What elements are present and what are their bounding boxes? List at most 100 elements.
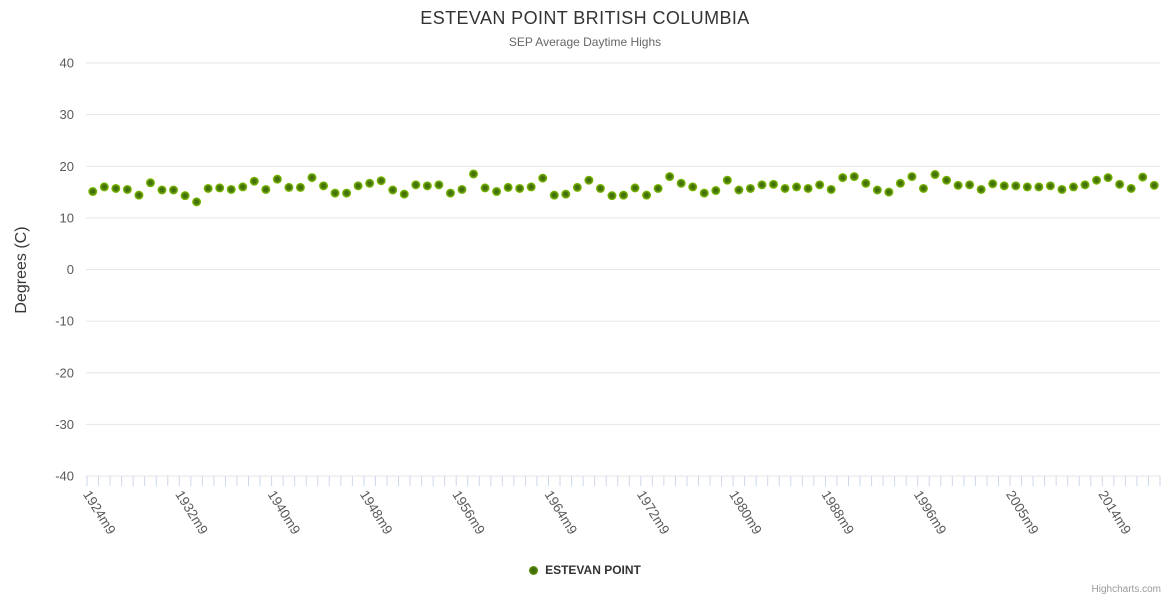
data-point[interactable] xyxy=(399,189,409,199)
data-point[interactable] xyxy=(526,182,536,192)
data-point[interactable] xyxy=(1045,181,1055,191)
data-point[interactable] xyxy=(1115,179,1125,189)
data-point[interactable] xyxy=(307,173,317,183)
data-point[interactable] xyxy=(976,184,986,194)
data-point[interactable] xyxy=(815,180,825,190)
data-point[interactable] xyxy=(642,190,652,200)
data-point[interactable] xyxy=(676,178,686,188)
data-point[interactable] xyxy=(215,183,225,193)
data-point[interactable] xyxy=(469,169,479,179)
data-point[interactable] xyxy=(434,180,444,190)
data-point[interactable] xyxy=(942,175,952,185)
data-point[interactable] xyxy=(1080,180,1090,190)
data-point[interactable] xyxy=(503,182,513,192)
data-point[interactable] xyxy=(492,187,502,197)
data-point[interactable] xyxy=(803,183,813,193)
data-point[interactable] xyxy=(365,178,375,188)
data-point[interactable] xyxy=(745,183,755,193)
data-point[interactable] xyxy=(203,183,213,193)
data-point[interactable] xyxy=(538,173,548,183)
data-point[interactable] xyxy=(953,180,963,190)
data-point[interactable] xyxy=(192,197,202,207)
data-point[interactable] xyxy=(838,173,848,183)
data-point[interactable] xyxy=(388,185,398,195)
data-point[interactable] xyxy=(549,190,559,200)
data-point[interactable] xyxy=(757,180,767,190)
data-point[interactable] xyxy=(734,185,744,195)
data-point[interactable] xyxy=(895,178,905,188)
data-point[interactable] xyxy=(572,182,582,192)
data-point[interactable] xyxy=(457,184,467,194)
data-point[interactable] xyxy=(376,176,386,186)
data-point[interactable] xyxy=(319,181,329,191)
data-point[interactable] xyxy=(1103,173,1113,183)
data-point[interactable] xyxy=(1022,182,1032,192)
data-point[interactable] xyxy=(238,182,248,192)
data-point[interactable] xyxy=(792,182,802,192)
y-gridlines xyxy=(86,62,1160,477)
data-point[interactable] xyxy=(88,187,98,197)
data-point[interactable] xyxy=(907,172,917,182)
data-point[interactable] xyxy=(584,175,594,185)
data-point[interactable] xyxy=(226,184,236,194)
data-point[interactable] xyxy=(515,183,525,193)
legend-item[interactable]: ESTEVAN POINT xyxy=(0,563,1170,577)
data-point[interactable] xyxy=(1126,183,1136,193)
data-point[interactable] xyxy=(653,183,663,193)
data-point[interactable] xyxy=(1034,182,1044,192)
data-point[interactable] xyxy=(249,176,259,186)
data-point[interactable] xyxy=(1057,184,1067,194)
data-point[interactable] xyxy=(849,172,859,182)
x-axis-label: 1996m9 xyxy=(911,488,950,537)
data-point[interactable] xyxy=(988,179,998,189)
data-point[interactable] xyxy=(111,183,121,193)
data-point[interactable] xyxy=(607,191,617,201)
data-point[interactable] xyxy=(665,172,675,182)
data-point[interactable] xyxy=(1149,180,1159,190)
data-point[interactable] xyxy=(884,187,894,197)
y-axis-label: 20 xyxy=(60,159,74,174)
data-point[interactable] xyxy=(711,186,721,196)
data-point[interactable] xyxy=(353,181,363,191)
data-point[interactable] xyxy=(284,182,294,192)
data-point[interactable] xyxy=(1092,175,1102,185)
data-point[interactable] xyxy=(619,190,628,200)
data-point[interactable] xyxy=(861,178,871,188)
data-point[interactable] xyxy=(999,181,1009,191)
data-point[interactable] xyxy=(872,185,882,195)
data-point[interactable] xyxy=(272,174,282,184)
data-point[interactable] xyxy=(1068,182,1078,192)
highcharts-credit-link[interactable]: Highcharts.com xyxy=(1091,584,1161,595)
data-point[interactable] xyxy=(826,184,836,194)
data-point[interactable] xyxy=(122,184,132,194)
x-axis-label: 1940m9 xyxy=(265,488,304,537)
data-point[interactable] xyxy=(295,182,305,192)
data-point[interactable] xyxy=(157,185,167,195)
data-point[interactable] xyxy=(480,183,490,193)
data-point[interactable] xyxy=(688,182,698,192)
data-point[interactable] xyxy=(169,185,179,195)
data-point[interactable] xyxy=(768,179,778,189)
data-point[interactable] xyxy=(561,189,571,199)
data-point[interactable] xyxy=(722,175,732,185)
data-point[interactable] xyxy=(422,181,432,191)
data-point[interactable] xyxy=(445,188,455,198)
data-point[interactable] xyxy=(965,180,975,190)
data-point[interactable] xyxy=(1011,181,1021,191)
data-point[interactable] xyxy=(595,183,605,193)
data-point[interactable] xyxy=(1138,172,1148,182)
data-point[interactable] xyxy=(630,183,640,193)
data-point[interactable] xyxy=(699,188,709,198)
data-point[interactable] xyxy=(930,170,940,180)
data-point[interactable] xyxy=(145,178,155,188)
data-point[interactable] xyxy=(330,188,340,198)
data-point[interactable] xyxy=(780,183,790,193)
data-point[interactable] xyxy=(261,184,271,194)
data-point[interactable] xyxy=(99,182,109,192)
data-point[interactable] xyxy=(918,183,928,193)
data-point[interactable] xyxy=(411,180,421,190)
data-point[interactable] xyxy=(134,190,144,200)
data-point[interactable] xyxy=(180,191,190,201)
data-point[interactable] xyxy=(342,188,352,198)
